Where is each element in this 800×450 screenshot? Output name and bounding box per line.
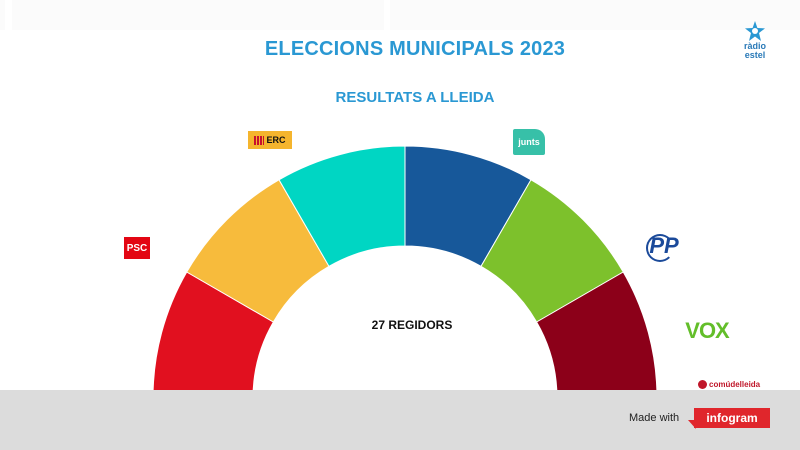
radio-estel-logo: ràdio estel	[735, 20, 775, 60]
top-strip	[0, 0, 5, 30]
pp-logo: PP	[646, 232, 682, 262]
infogram-badge[interactable]: infogram	[688, 408, 770, 430]
top-strip	[390, 0, 800, 30]
erc-logo-text: ERC	[266, 135, 286, 145]
erc-bars-icon	[254, 135, 265, 145]
made-with-label: Made with	[629, 412, 680, 424]
pp-ring-icon	[646, 234, 674, 262]
comu-logo: comúdelleida	[698, 377, 760, 391]
top-strip	[12, 0, 384, 30]
brand-name-line1: ràdio	[743, 41, 766, 51]
erc-logo: ERC	[248, 131, 292, 149]
comu-logo-text: comúdelleida	[709, 379, 761, 389]
junts-logo: junts	[513, 129, 545, 155]
badge-tail	[688, 420, 696, 429]
star-icon	[745, 21, 765, 41]
footer-bar: Made with infogram	[0, 390, 800, 450]
infogram-label: infogram	[694, 408, 770, 428]
vox-logo: VOX	[685, 318, 729, 343]
brand-name-line2: estel	[744, 50, 766, 60]
psc-logo: PSC	[124, 237, 150, 259]
chart-subtitle: RESULTATS A LLEIDA	[335, 89, 495, 106]
comu-dot-icon	[698, 379, 707, 389]
chart-title: ELECCIONS MUNICIPALS 2023	[264, 38, 566, 60]
center-label: 27 REGIDORS	[371, 318, 453, 332]
